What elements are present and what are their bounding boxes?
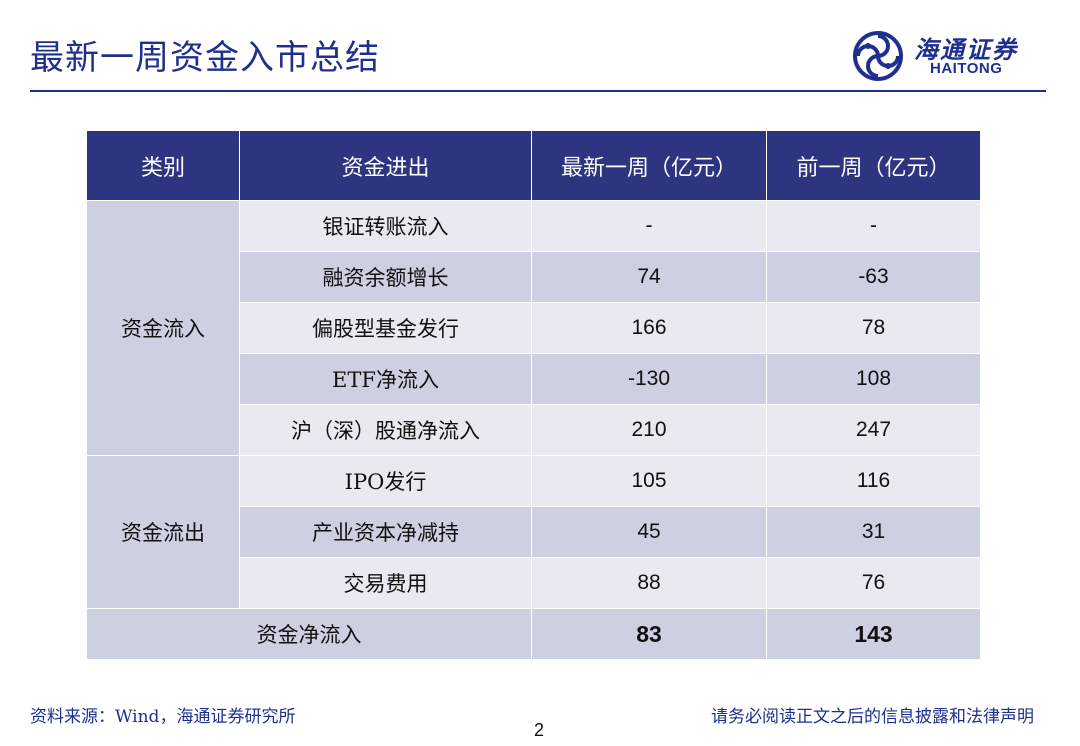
table-row: ETF净流入 -130 108 — [87, 353, 981, 405]
row-latest: 166 — [531, 302, 767, 354]
row-latest: 210 — [531, 404, 767, 456]
row-item: 银证转账流入 — [239, 200, 532, 252]
table-row: 交易费用 88 76 — [87, 557, 981, 609]
total-row: 资金净流入 83 143 — [86, 608, 981, 660]
row-item: 产业资本净减持 — [239, 506, 532, 558]
haitong-logo: 海通证券 HAITONG — [852, 28, 1052, 88]
table-row: 资金流出 IPO发行 105 116 — [86, 455, 981, 609]
category-inflow: 资金流入 — [86, 200, 240, 456]
row-latest: 105 — [531, 455, 767, 507]
row-item: 交易费用 — [239, 557, 532, 609]
page-number: 2 — [534, 720, 545, 740]
row-previous: 116 — [766, 455, 981, 507]
footer-source: 资料来源：Wind，海通证券研究所 — [30, 707, 296, 727]
table-row: 沪（深）股通净流入 210 247 — [87, 404, 981, 456]
header-previous-week: 前一周（亿元） — [766, 130, 981, 201]
logo-english-name: HAITONG — [930, 60, 1003, 77]
row-previous: 108 — [766, 353, 981, 405]
header-latest-week: 最新一周（亿元） — [531, 130, 767, 201]
row-previous: 247 — [766, 404, 981, 456]
row-item: IPO发行 — [239, 455, 532, 507]
table-row: 产业资本净减持 45 31 — [87, 506, 981, 558]
header-flow-item: 资金进出 — [239, 130, 532, 201]
row-latest: - — [531, 200, 767, 252]
total-previous: 143 — [766, 608, 981, 660]
row-previous: 31 — [766, 506, 981, 558]
total-label: 资金净流入 — [86, 608, 532, 660]
haitong-logo-icon — [853, 31, 903, 81]
row-item: 沪（深）股通净流入 — [239, 404, 532, 456]
page-title: 最新一周资金入市总结 — [30, 38, 380, 78]
header-category: 类别 — [86, 130, 240, 201]
category-outflow: 资金流出 — [86, 455, 240, 609]
row-latest: 45 — [531, 506, 767, 558]
total-latest: 83 — [531, 608, 767, 660]
row-latest: 88 — [531, 557, 767, 609]
footer-disclaimer: 请务必阅读正文之后的信息披露和法律声明 — [711, 707, 1034, 727]
table-row: 资金流入 银证转账流入 - - — [86, 200, 981, 456]
logo-chinese-name: 海通证券 — [914, 35, 1018, 64]
row-latest: 74 — [531, 251, 767, 303]
table-row: 融资余额增长 74 -63 — [87, 251, 981, 303]
row-item: 偏股型基金发行 — [239, 302, 532, 354]
table-header-row: 类别 资金进出 最新一周（亿元） 前一周（亿元） — [86, 130, 981, 201]
row-item: 融资余额增长 — [239, 251, 532, 303]
row-previous: - — [766, 200, 981, 252]
row-previous: -63 — [766, 251, 981, 303]
title-divider — [30, 90, 1046, 92]
row-previous: 76 — [766, 557, 981, 609]
row-item: ETF净流入 — [239, 353, 532, 405]
fund-flow-table: 类别 资金进出 最新一周（亿元） 前一周（亿元） 资金流入 银证转账流入 - -… — [86, 130, 981, 660]
row-previous: 78 — [766, 302, 981, 354]
row-latest: -130 — [531, 353, 767, 405]
